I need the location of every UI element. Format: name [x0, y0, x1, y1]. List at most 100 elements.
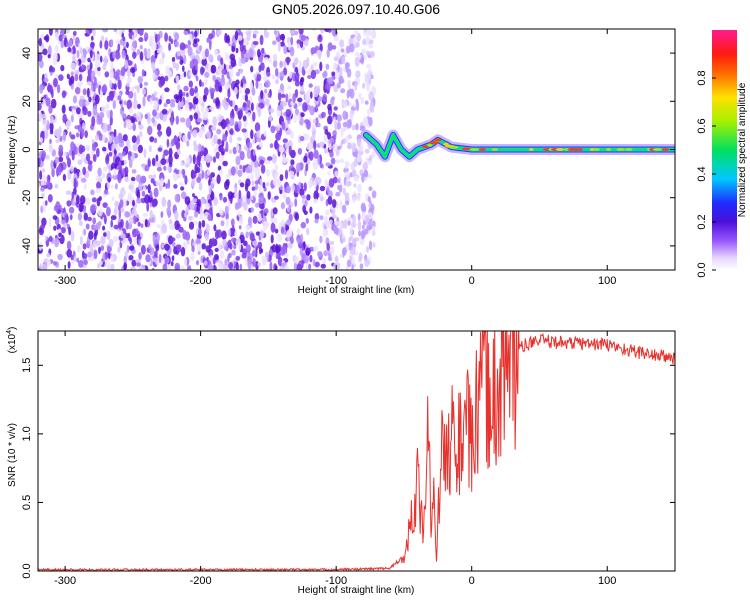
noise-speck [277, 233, 282, 242]
noise-speck [220, 119, 227, 130]
noise-speck [229, 53, 236, 61]
noise-speck [120, 230, 124, 236]
noise-speck [290, 36, 294, 46]
noise-speck [349, 226, 353, 237]
noise-speck [257, 48, 261, 58]
noise-speck [303, 182, 307, 192]
noise-speck [158, 253, 162, 264]
noise-speck [123, 262, 128, 270]
noise-speck [256, 130, 261, 139]
noise-speck [314, 261, 320, 268]
noise-speck [270, 234, 274, 244]
noise-speck [251, 250, 257, 257]
noise-speck [311, 123, 316, 134]
noise-speck [123, 121, 127, 129]
x-tick-label: 0 [469, 275, 475, 287]
noise-speck [289, 46, 295, 57]
noise-speck [91, 116, 96, 127]
noise-speck [103, 189, 108, 195]
noise-speck [349, 255, 353, 262]
noise-speck [198, 220, 202, 231]
noise-speck [355, 70, 361, 78]
noise-speck [225, 141, 229, 151]
noise-speck [138, 252, 142, 260]
noise-speck [221, 68, 226, 75]
noise-speck [267, 57, 272, 63]
noise-speck [109, 79, 112, 89]
noise-speck [254, 180, 259, 185]
noise-speck [254, 122, 261, 132]
noise-speck [185, 206, 189, 213]
noise-speck [106, 206, 111, 217]
noise-speck [246, 190, 251, 199]
noise-speck [277, 91, 282, 102]
noise-speck [110, 39, 114, 47]
noise-speck [68, 226, 72, 236]
noise-speck [346, 143, 353, 150]
noise-speck [144, 219, 148, 228]
noise-speck [267, 92, 271, 99]
noise-speck [44, 129, 49, 140]
noise-speck [106, 153, 110, 162]
noise-speck [368, 68, 372, 74]
noise-speck [294, 256, 299, 264]
noise-speck [50, 98, 57, 109]
noise-speck [60, 29, 65, 37]
noise-speck [237, 137, 242, 141]
noise-speck [365, 29, 369, 37]
noise-speck [151, 61, 156, 69]
noise-speck [215, 97, 220, 107]
noise-speck [44, 73, 48, 80]
noise-speck [216, 174, 221, 185]
noise-speck [47, 84, 53, 93]
noise-speck [274, 265, 278, 270]
noise-speck [196, 242, 202, 252]
noise-speck [132, 199, 135, 207]
noise-speck [207, 213, 212, 222]
noise-speck [191, 245, 195, 253]
noise-speck [317, 122, 321, 128]
noise-speck [151, 157, 156, 167]
noise-speck [175, 95, 180, 104]
noise-speck [305, 217, 309, 224]
noise-speck [267, 156, 273, 161]
noise-speck [189, 200, 195, 210]
noise-speck [230, 110, 235, 120]
noise-speck [123, 255, 127, 265]
noise-speck [335, 69, 339, 80]
y-tick-label: 1.0 [21, 426, 33, 441]
noise-speck [281, 123, 286, 130]
noise-speck [246, 148, 251, 160]
noise-speck [201, 219, 206, 228]
noise-speck [75, 107, 81, 115]
noise-speck [366, 108, 371, 116]
noise-speck [78, 42, 81, 51]
noise-speck [238, 120, 242, 129]
noise-speck [100, 235, 106, 245]
noise-speck [148, 174, 154, 179]
noise-speck [220, 220, 225, 227]
noise-speck [123, 160, 127, 165]
noise-speck [245, 231, 249, 239]
noise-speck [140, 232, 144, 239]
noise-speck [229, 135, 233, 144]
noise-speck [174, 193, 180, 203]
noise-speck [249, 233, 255, 242]
noise-speck [224, 258, 228, 266]
noise-speck [285, 196, 291, 206]
signal-hotspot [469, 148, 480, 151]
noise-speck [82, 253, 88, 259]
noise-speck [317, 34, 323, 43]
noise-speck [252, 149, 256, 157]
noise-speck [317, 251, 323, 257]
noise-speck [229, 68, 234, 79]
noise-speck [313, 140, 317, 151]
snr-y-scale: (x104) [6, 327, 18, 354]
noise-speck [117, 246, 121, 253]
noise-speck [144, 194, 150, 204]
noise-speck [174, 210, 179, 221]
noise-speck [95, 187, 102, 194]
noise-speck [38, 111, 43, 122]
noise-speck [172, 61, 176, 69]
noise-speck [153, 100, 158, 111]
